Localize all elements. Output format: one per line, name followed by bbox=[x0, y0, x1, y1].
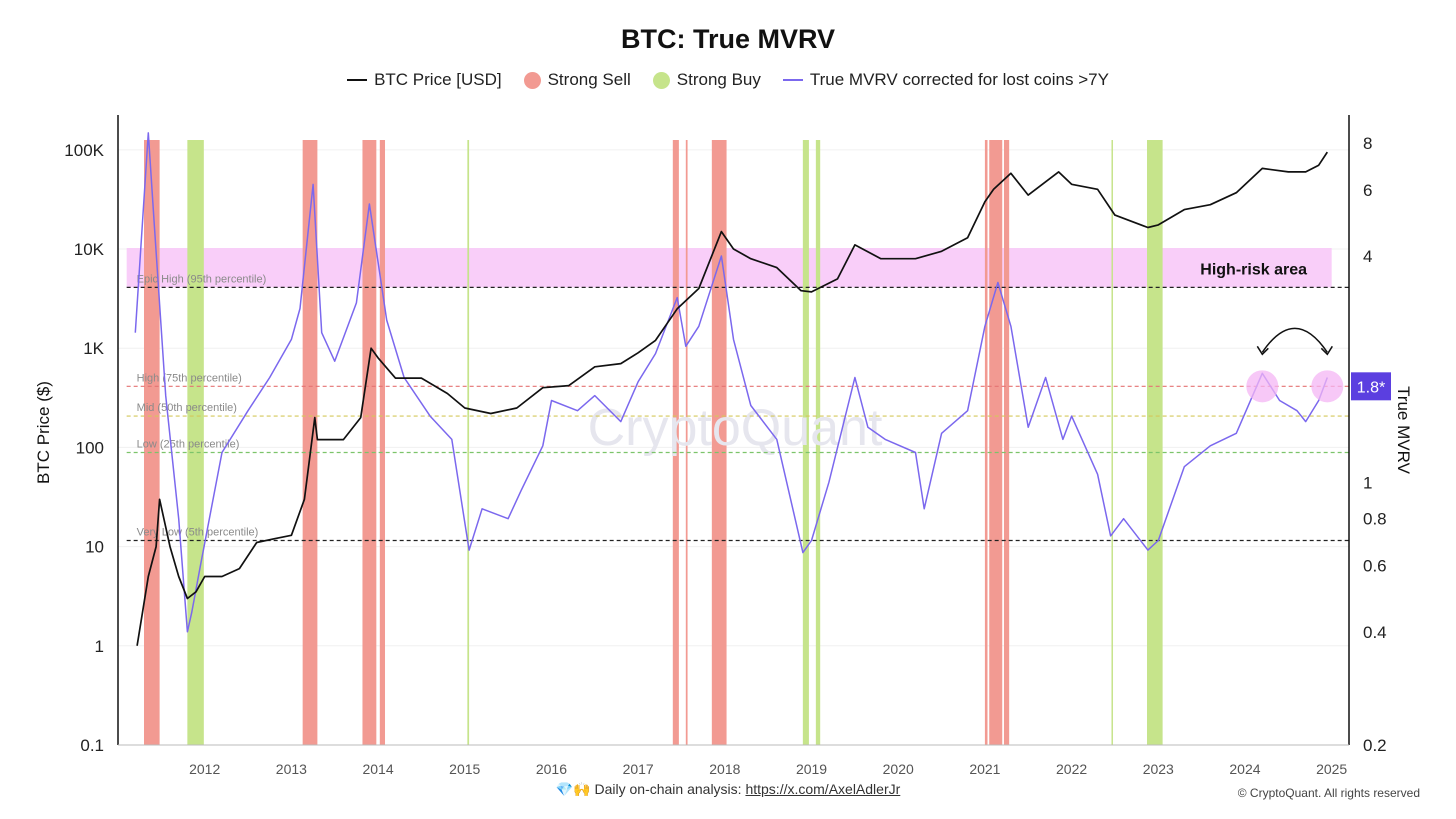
legend-label: BTC Price [USD] bbox=[374, 70, 502, 89]
curved-arrow bbox=[1261, 327, 1328, 353]
diamond-hands-icon: 💎🙌 bbox=[555, 781, 591, 797]
true-mvrv-line bbox=[134, 132, 1329, 633]
x-tick-label: 2025 bbox=[1316, 761, 1347, 777]
legend-item-strong-buy[interactable]: Strong Buy bbox=[652, 70, 761, 90]
y-left-tick-label: 1 bbox=[95, 637, 104, 656]
current-value-badge bbox=[1351, 372, 1391, 401]
y-right-tick-label: 0.4 bbox=[1363, 623, 1387, 642]
series-lines bbox=[134, 132, 1329, 646]
highlight-circle bbox=[1311, 370, 1344, 403]
x-tick-label: 2017 bbox=[623, 761, 654, 777]
x-tick-label: 2024 bbox=[1229, 761, 1260, 777]
strong-sell-bar bbox=[989, 140, 1003, 745]
watermark: CryptoQuant bbox=[588, 399, 883, 457]
legend-line-icon bbox=[347, 79, 368, 81]
legend-item-true-mvrv[interactable]: True MVRV corrected for lost coins >7Y bbox=[782, 70, 1109, 90]
reference-line-label: High (75th percentile) bbox=[137, 372, 242, 384]
reference-line-label: Mid (50th percentile) bbox=[137, 402, 237, 414]
y-right-tick-label: 0.6 bbox=[1363, 557, 1387, 576]
legend-dot-icon bbox=[652, 71, 670, 89]
strong-sell-bar bbox=[984, 140, 988, 745]
x-tick-label: 2012 bbox=[189, 761, 220, 777]
strong-buy-bar bbox=[187, 140, 204, 745]
y-left-tick-label: 10K bbox=[74, 240, 105, 259]
footer-text: Daily on-chain analysis: bbox=[594, 781, 746, 797]
x-tick-label: 2018 bbox=[709, 761, 740, 777]
strong-sell-bar bbox=[302, 140, 318, 745]
x-tick-label: 2019 bbox=[796, 761, 827, 777]
strong-buy-bar bbox=[1111, 140, 1113, 745]
current-value-label: 1.8* bbox=[1357, 379, 1385, 396]
high-risk-label: High-risk area bbox=[1200, 262, 1307, 279]
footer-link[interactable]: https://x.com/AxelAdlerJr bbox=[745, 781, 901, 797]
legend-line-icon bbox=[782, 79, 803, 81]
reference-line-label: Very Low (5th percentile) bbox=[137, 526, 259, 538]
strong-buy-bar bbox=[815, 140, 821, 745]
axes: 0.1 1 10 100 1K 10K 100K 0.2 0.4 0.6 0.8 1 4 6 8 2012 20… bbox=[34, 115, 1413, 777]
strong-sell-bar bbox=[672, 140, 679, 745]
high-risk-band-rect bbox=[126, 248, 1332, 288]
y-right-tick-label: 0.2 bbox=[1363, 736, 1387, 755]
legend-label: Strong Buy bbox=[676, 70, 761, 89]
y-right-tick-label: 8 bbox=[1363, 134, 1372, 153]
legend-label: Strong Sell bbox=[547, 70, 631, 89]
y-right-axis-label: True MVRV bbox=[1394, 386, 1413, 475]
annotations: 1.8* bbox=[1246, 327, 1391, 403]
high-risk-band: High-risk area bbox=[126, 248, 1332, 288]
y-right-tick-label: 0.8 bbox=[1363, 510, 1387, 529]
arrowhead-right bbox=[1320, 345, 1333, 356]
legend-dot-icon bbox=[523, 71, 541, 89]
strong-sell-bar bbox=[711, 140, 727, 745]
y-left-tick-label: 100K bbox=[64, 141, 104, 160]
y-left-axis-label: BTC Price ($) bbox=[34, 381, 53, 484]
y-left-tick-label: 0.1 bbox=[80, 736, 104, 755]
y-right-tick-label: 1 bbox=[1363, 473, 1372, 492]
legend-item-btc-price[interactable]: BTC Price [USD] bbox=[347, 70, 502, 90]
x-tick-label: 2015 bbox=[449, 761, 480, 777]
x-tick-label: 2014 bbox=[362, 761, 393, 777]
x-tick-label: 2020 bbox=[883, 761, 914, 777]
strong-buy-bar bbox=[802, 140, 809, 745]
y-right-tick-label: 4 bbox=[1363, 247, 1372, 266]
footer: 💎🙌 Daily on-chain analysis: https://x.co… bbox=[0, 781, 1456, 798]
x-tick-label: 2021 bbox=[969, 761, 1000, 777]
strong-sell-bar bbox=[362, 140, 377, 745]
x-tick-label: 2013 bbox=[276, 761, 307, 777]
reference-line-label: Epic High (95th percentile) bbox=[137, 273, 267, 285]
y-left-tick-label: 100 bbox=[76, 438, 104, 457]
signal-bars bbox=[144, 140, 1163, 745]
strong-sell-bar bbox=[1003, 140, 1010, 745]
reference-line-label: Low (25th percentile) bbox=[137, 439, 240, 451]
x-tick-label: 2016 bbox=[536, 761, 567, 777]
strong-buy-bar bbox=[467, 140, 470, 745]
strong-sell-bar bbox=[379, 140, 386, 745]
btc-price-line bbox=[136, 151, 1329, 646]
strong-buy-bar bbox=[1147, 140, 1163, 745]
strong-sell-bar bbox=[685, 140, 688, 745]
x-tick-label: 2022 bbox=[1056, 761, 1087, 777]
arrowhead-left bbox=[1256, 345, 1269, 356]
copyright: © CryptoQuant. All rights reserved bbox=[1237, 786, 1420, 800]
y-left-tick-label: 1K bbox=[83, 339, 104, 358]
y-left-tick-label: 10 bbox=[85, 538, 104, 557]
legend-item-strong-sell[interactable]: Strong Sell bbox=[523, 70, 631, 90]
chart-title: BTC: True MVRV bbox=[620, 24, 836, 54]
legend-label: True MVRV corrected for lost coins >7Y bbox=[809, 70, 1109, 89]
legend: BTC Price [USD] Strong Sell Strong Buy T… bbox=[0, 70, 1456, 90]
reference-lines: Epic High (95th percentile) High (75th pe… bbox=[126, 273, 1349, 542]
x-tick-label: 2023 bbox=[1143, 761, 1174, 777]
highlight-circle bbox=[1246, 370, 1279, 403]
y-right-tick-label: 6 bbox=[1363, 181, 1372, 200]
strong-sell-bar bbox=[144, 140, 160, 745]
